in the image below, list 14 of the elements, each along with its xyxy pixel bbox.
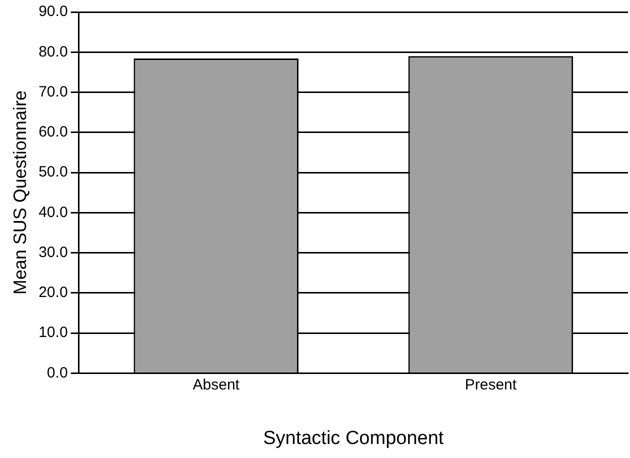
y-tick-label: 90.0 [38, 3, 68, 20]
y-tick-label: 80.0 [38, 43, 68, 60]
x-axis-title: Syntactic Component [263, 428, 444, 449]
y-tick-label: 10.0 [38, 324, 68, 342]
x-tick-label: Absent [192, 376, 240, 394]
y-axis-title: Mean SUS Questionnaire [10, 90, 30, 295]
y-tick-label: 20.0 [38, 284, 68, 302]
y-tick-label: 70.0 [38, 83, 68, 100]
y-tick-label: 50.0 [38, 164, 68, 181]
y-tick-label: 40.0 [38, 204, 68, 221]
x-tick-label: Present [464, 376, 518, 394]
y-tick-label: 0.0 [46, 364, 68, 382]
y-tick-label: 60.0 [38, 124, 68, 141]
y-tick-label: 30.0 [38, 244, 68, 261]
